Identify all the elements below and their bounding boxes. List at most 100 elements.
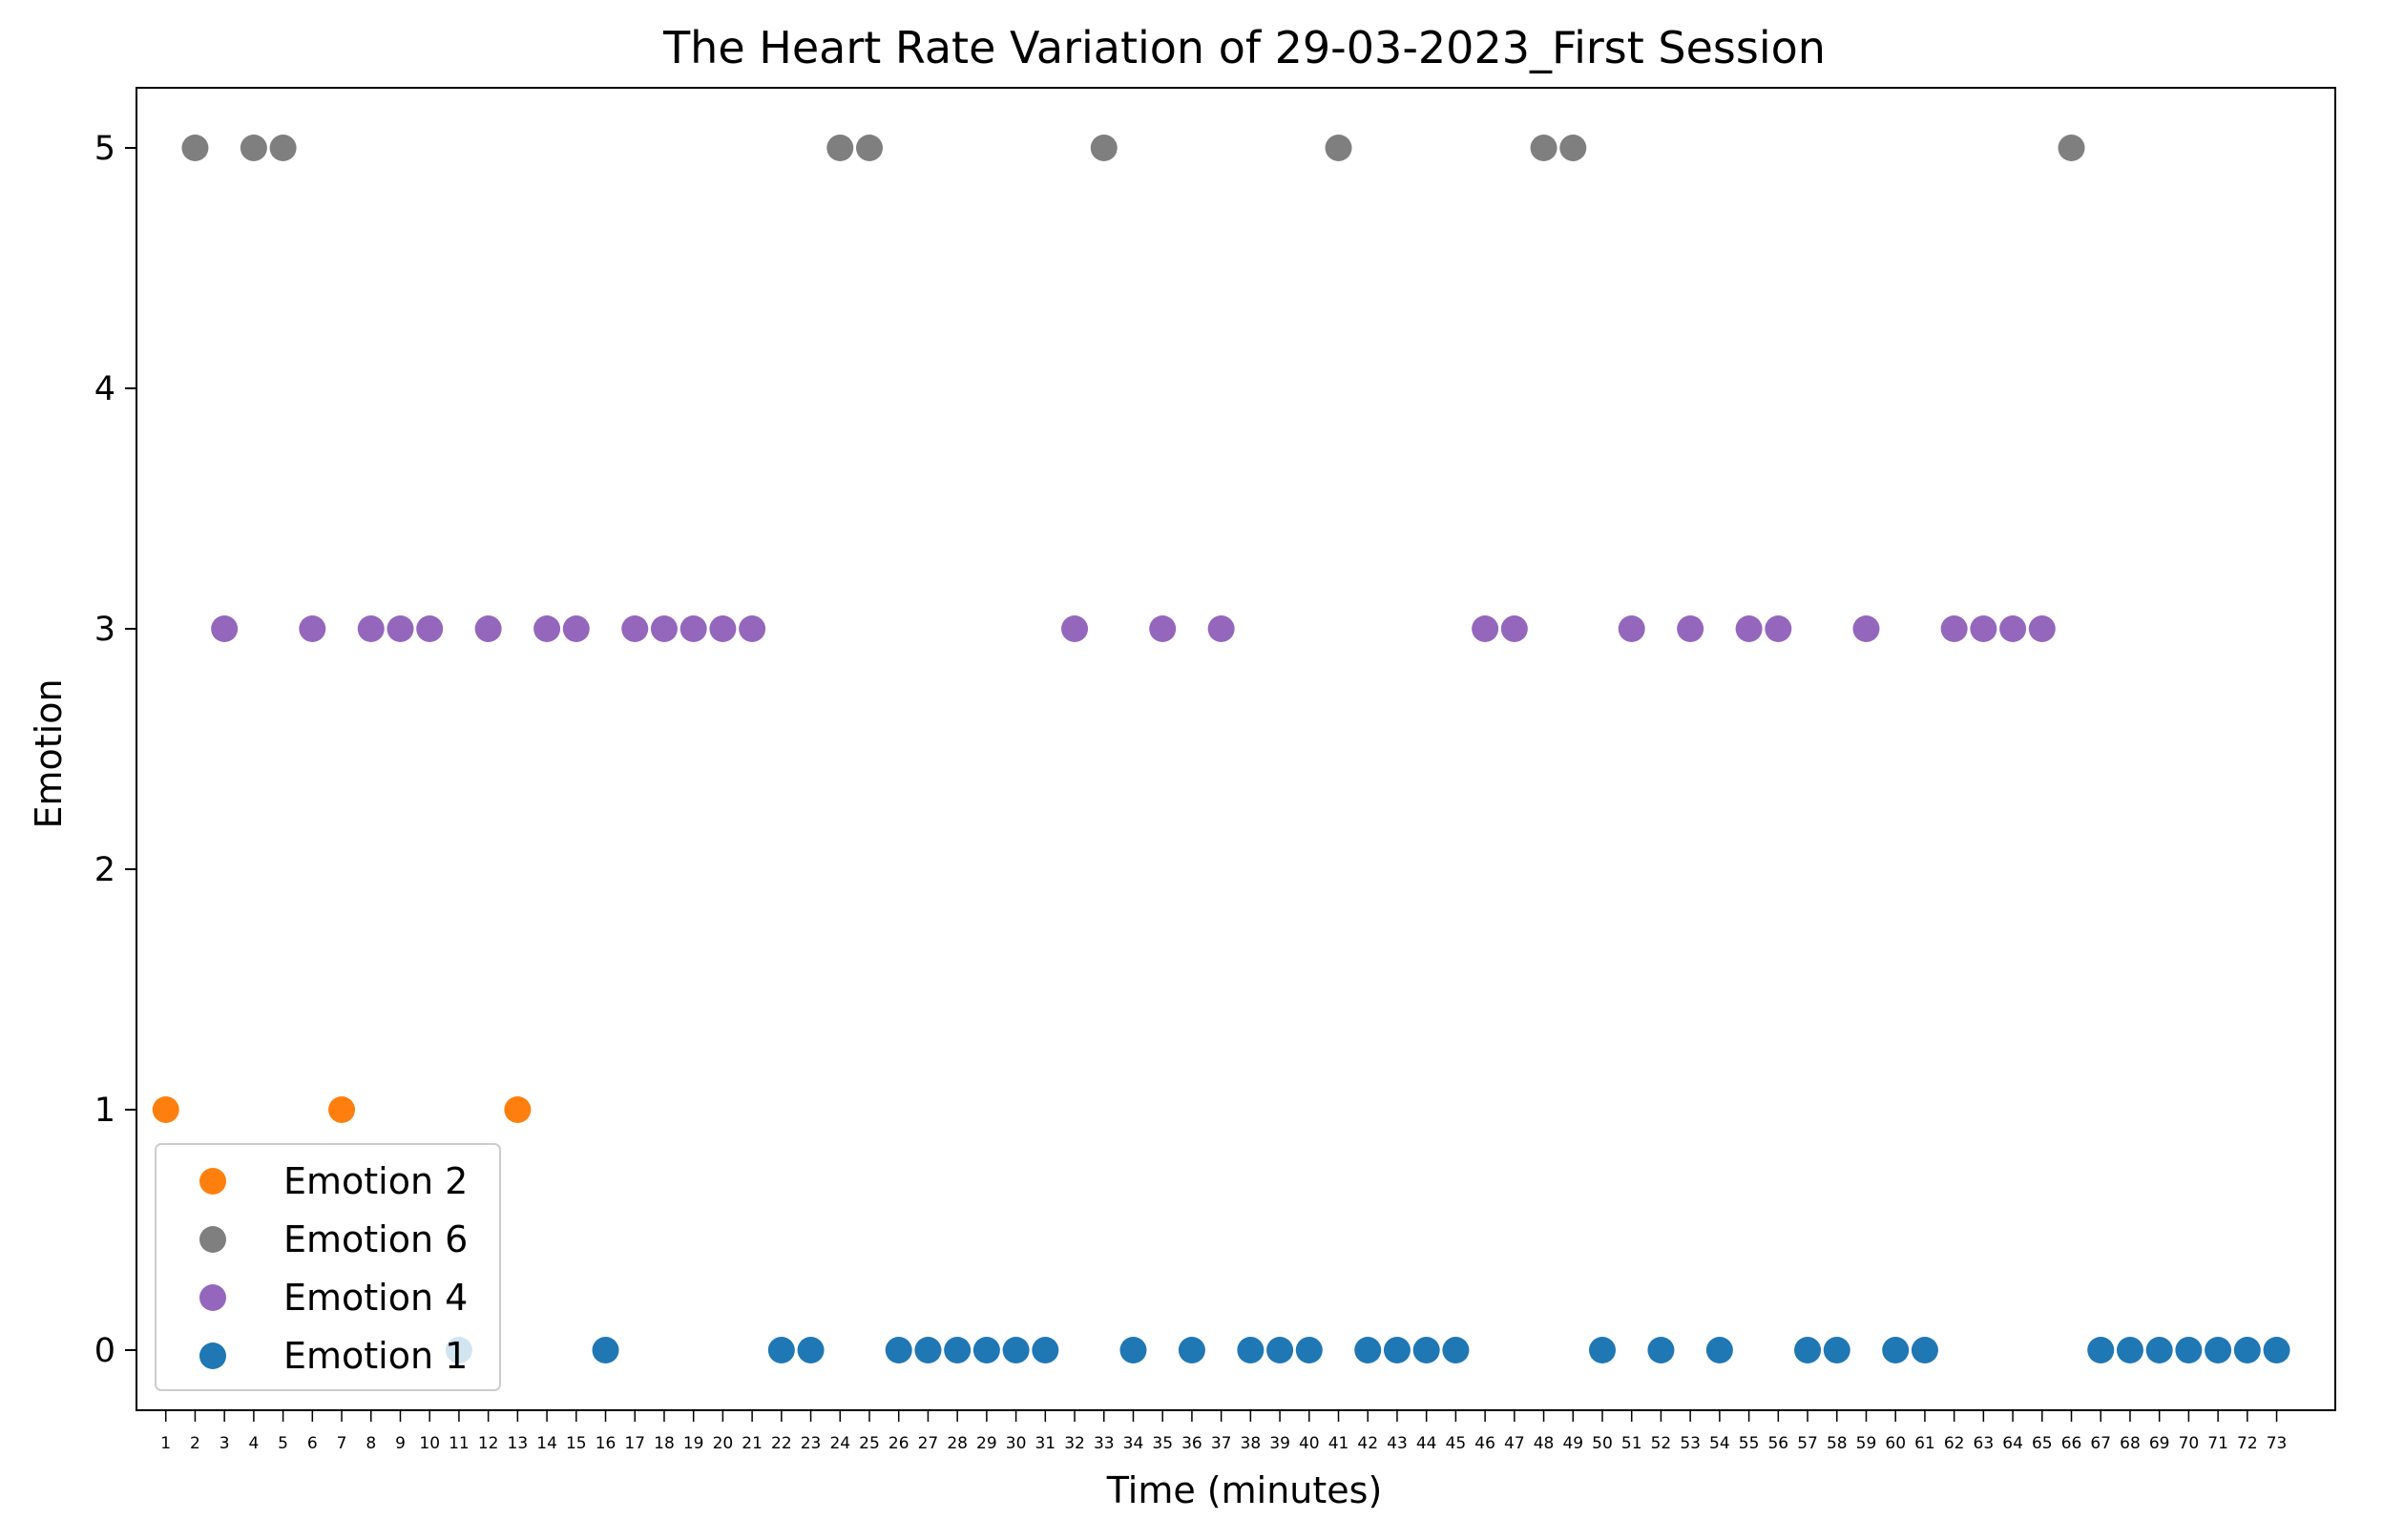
x-tick-label: 17 (624, 1434, 645, 1453)
x-tick-label: 16 (596, 1434, 617, 1453)
x-tick-label: 56 (1767, 1434, 1788, 1453)
x-tick-label: 60 (1885, 1434, 1906, 1453)
x-tick-label: 7 (337, 1434, 347, 1453)
x-tick-label: 53 (1680, 1434, 1701, 1453)
point-emotion-1 (1705, 1337, 1733, 1363)
x-tick-label: 6 (307, 1434, 318, 1453)
point-emotion-6 (181, 135, 209, 161)
x-tick-label: 49 (1562, 1434, 1583, 1453)
point-emotion-1 (1442, 1337, 1470, 1363)
point-emotion-4 (1677, 615, 1704, 642)
chart-title: The Heart Rate Variation of 29-03-2023_F… (662, 22, 1826, 73)
legend-marker-emotion-1 (199, 1342, 226, 1369)
x-tick-label: 52 (1651, 1434, 1672, 1453)
point-emotion-1 (2205, 1337, 2232, 1363)
point-emotion-4 (1765, 615, 1792, 642)
x-tick-label: 22 (771, 1434, 792, 1453)
x-tick-label: 29 (976, 1434, 997, 1453)
point-emotion-2 (504, 1096, 532, 1123)
x-tick-label: 30 (1006, 1434, 1027, 1453)
plot-area (136, 87, 2336, 1411)
point-emotion-1 (1266, 1337, 1294, 1363)
point-emotion-4 (2028, 615, 2056, 642)
point-emotion-4 (416, 615, 444, 642)
point-emotion-4 (1852, 615, 1880, 642)
y-tick-label: 0 (94, 1332, 115, 1370)
x-tick-label: 51 (1621, 1434, 1642, 1453)
y-tick-label: 1 (94, 1092, 115, 1130)
x-tick-label: 59 (1856, 1434, 1877, 1453)
x-tick-label: 67 (2090, 1434, 2111, 1453)
x-tick-label: 10 (419, 1434, 440, 1453)
x-tick-label: 18 (654, 1434, 675, 1453)
x-tick-label: 57 (1797, 1434, 1818, 1453)
y-tick-label: 2 (94, 851, 115, 889)
point-emotion-2 (152, 1096, 179, 1123)
x-tick-label: 27 (918, 1434, 939, 1453)
point-emotion-6 (856, 135, 883, 161)
x-tick-label: 41 (1328, 1434, 1349, 1453)
point-emotion-6 (826, 135, 854, 161)
x-tick-label: 4 (248, 1434, 259, 1453)
x-tick-label: 23 (801, 1434, 822, 1453)
legend: Emotion 2 Emotion 6 Emotion 4 Emotion 1 (155, 1143, 501, 1391)
x-tick-label: 61 (1914, 1434, 1935, 1453)
x-tick-label: 64 (2002, 1434, 2023, 1453)
y-axis: 0 1 2 3 4 5 (94, 130, 136, 1370)
point-emotion-1 (1647, 1337, 1675, 1363)
legend-marker-emotion-6 (199, 1226, 226, 1253)
point-emotion-1 (972, 1337, 1000, 1363)
legend-label-emotion-6: Emotion 6 (283, 1218, 468, 1260)
point-emotion-6 (1090, 135, 1118, 161)
point-emotion-4 (1149, 615, 1177, 642)
point-emotion-4 (1472, 615, 1499, 642)
point-emotion-2 (328, 1096, 356, 1123)
x-tick-label: 46 (1474, 1434, 1495, 1453)
point-emotion-1 (1119, 1337, 1147, 1363)
x-tick-label: 47 (1504, 1434, 1525, 1453)
point-emotion-1 (1237, 1337, 1265, 1363)
x-tick-label: 38 (1241, 1434, 1262, 1453)
point-emotion-4 (709, 615, 737, 642)
x-tick-label: 36 (1181, 1434, 1202, 1453)
point-emotion-1 (1383, 1337, 1411, 1363)
x-tick-label: 65 (2032, 1434, 2053, 1453)
x-tick-label: 35 (1152, 1434, 1173, 1453)
legend-frame (155, 1143, 501, 1391)
x-tick-label: 42 (1357, 1434, 1378, 1453)
point-emotion-6 (240, 135, 267, 161)
point-emotion-6 (1559, 135, 1587, 161)
point-emotion-1 (797, 1337, 825, 1363)
point-emotion-4 (1735, 615, 1763, 642)
point-emotion-1 (2087, 1337, 2115, 1363)
plot-frame (136, 87, 2336, 1411)
point-emotion-1 (2263, 1337, 2290, 1363)
point-emotion-4 (299, 615, 326, 642)
point-emotion-4 (562, 615, 590, 642)
x-tick-label: 15 (566, 1434, 587, 1453)
x-tick-label: 9 (395, 1434, 406, 1453)
x-tick-label: 62 (1944, 1434, 1965, 1453)
x-tick-label: 73 (2267, 1434, 2288, 1453)
point-emotion-4 (533, 615, 561, 642)
x-tick-label: 48 (1534, 1434, 1555, 1453)
point-emotion-4 (1970, 615, 1997, 642)
point-emotion-4 (387, 615, 414, 642)
x-tick-label: 34 (1123, 1434, 1144, 1453)
x-tick-label: 40 (1299, 1434, 1320, 1453)
x-tick-label: 32 (1064, 1434, 1085, 1453)
point-emotion-4 (1940, 615, 1968, 642)
point-emotion-1 (1823, 1337, 1850, 1363)
point-emotion-1 (2116, 1337, 2143, 1363)
point-emotion-6 (269, 135, 297, 161)
point-emotion-6 (1530, 135, 1557, 161)
x-tick-label: 12 (478, 1434, 499, 1453)
x-tick-label: 68 (2120, 1434, 2141, 1453)
x-tick-label: 11 (449, 1434, 470, 1453)
x-tick-label: 3 (219, 1434, 230, 1453)
x-tick-label: 55 (1739, 1434, 1760, 1453)
point-emotion-1 (2233, 1337, 2261, 1363)
point-emotion-4 (739, 615, 766, 642)
point-emotion-1 (944, 1337, 972, 1363)
x-tick-label: 72 (2237, 1434, 2258, 1453)
